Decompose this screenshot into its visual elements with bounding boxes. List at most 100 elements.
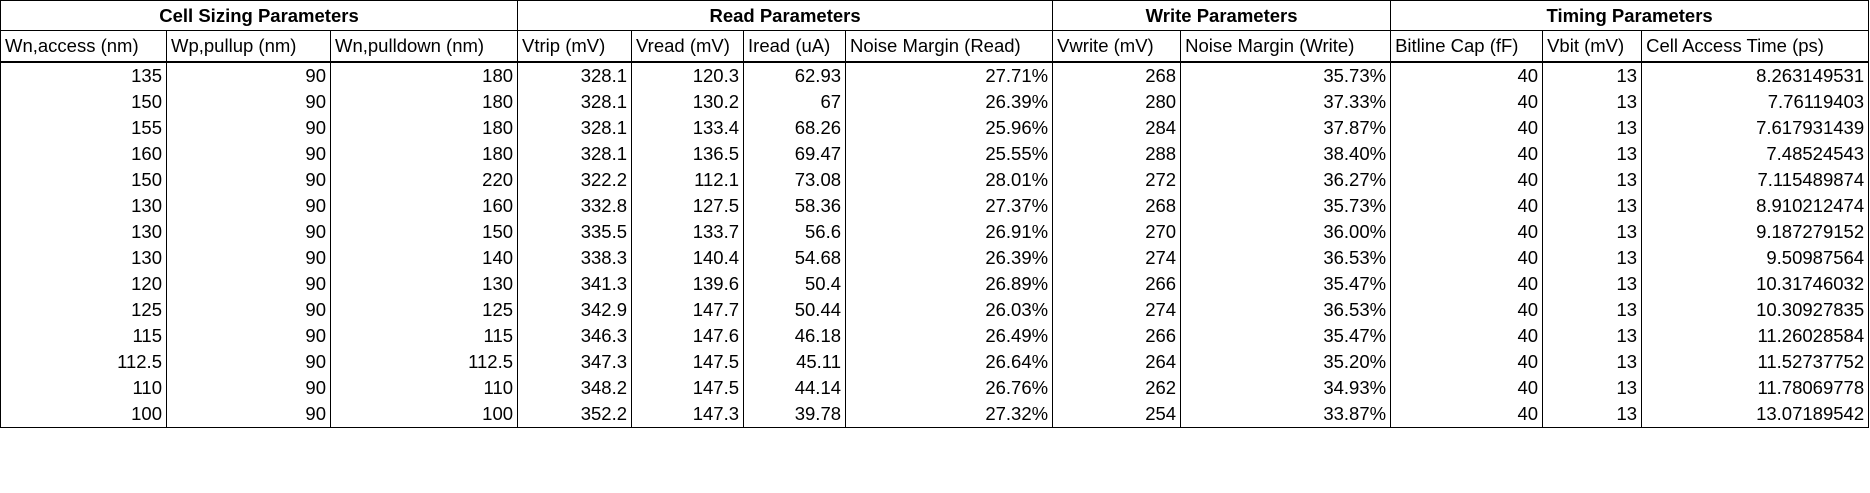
- table-cell: 13: [1542, 193, 1643, 219]
- table-cell: 130.2: [631, 89, 745, 115]
- table-cell: 13: [1542, 167, 1643, 193]
- group-header-row: Cell Sizing Parameters Read Parameters Wri…: [0, 0, 1870, 31]
- table-cell: 13: [1542, 115, 1643, 141]
- table-cell: 335.5: [517, 219, 633, 245]
- table-cell: 26.39%: [845, 245, 1054, 271]
- table-cell: 155: [0, 115, 167, 141]
- table-row: 155 90 180 328.1 133.4 68.26 25.96% 284 37.87% 40…: [0, 115, 1870, 141]
- table-cell: 288: [1052, 141, 1182, 167]
- table-cell: 27.37%: [845, 193, 1054, 219]
- table-cell: 13: [1542, 141, 1643, 167]
- table-cell: 322.2: [517, 167, 633, 193]
- table-cell: 160: [0, 141, 167, 167]
- table-cell: 90: [166, 167, 331, 193]
- column-header: Wn,access (nm): [0, 30, 167, 63]
- table-cell: 50.4: [743, 271, 847, 297]
- table-cell: 342.9: [517, 297, 633, 323]
- table-cell: 7.617931439: [1641, 115, 1870, 141]
- table-cell: 328.1: [517, 141, 633, 167]
- table-cell: 13: [1542, 271, 1643, 297]
- column-header: Vwrite (mV): [1052, 30, 1182, 63]
- table-cell: 40: [1390, 141, 1544, 167]
- table-cell: 150: [329, 219, 519, 245]
- column-header: Vbit (mV): [1542, 30, 1643, 63]
- table-cell: 125: [0, 297, 167, 323]
- table-cell: 112.5: [0, 349, 167, 375]
- table-cell: 40: [1390, 297, 1544, 323]
- table-row: 112.5 90 112.5 347.3 147.5 45.11 26.64% 264 35.2…: [0, 349, 1870, 375]
- table-cell: 274: [1052, 297, 1182, 323]
- table-cell: 136.5: [631, 141, 745, 167]
- table-cell: 220: [329, 167, 519, 193]
- group-header: Cell Sizing Parameters: [0, 0, 519, 31]
- table-cell: 90: [166, 245, 331, 271]
- table-cell: 110: [0, 375, 167, 401]
- sram-parameters-table: Cell Sizing Parameters Read Parameters Wri…: [0, 0, 1870, 428]
- table-row: 130 90 160 332.8 127.5 58.36 27.37% 268 35.73% 40…: [0, 193, 1870, 219]
- table-cell: 35.73%: [1180, 62, 1392, 89]
- table-row: 110 90 110 348.2 147.5 44.14 26.76% 262 34.93% 40…: [0, 375, 1870, 401]
- table-cell: 50.44: [743, 297, 847, 323]
- group-header: Timing Parameters: [1390, 0, 1870, 31]
- table-cell: 27.32%: [845, 401, 1054, 428]
- table-cell: 13: [1542, 375, 1643, 401]
- table-cell: 266: [1052, 271, 1182, 297]
- table-cell: 115: [0, 323, 167, 349]
- table-cell: 26.49%: [845, 323, 1054, 349]
- table-cell: 328.1: [517, 89, 633, 115]
- table-cell: 268: [1052, 193, 1182, 219]
- table-cell: 40: [1390, 219, 1544, 245]
- table-cell: 90: [166, 62, 331, 89]
- table-cell: 347.3: [517, 349, 633, 375]
- table-cell: 180: [329, 115, 519, 141]
- table-cell: 90: [166, 271, 331, 297]
- table-row: 125 90 125 342.9 147.7 50.44 26.03% 274 36.53% 40…: [0, 297, 1870, 323]
- table-cell: 11.52737752: [1641, 349, 1870, 375]
- table-row: 160 90 180 328.1 136.5 69.47 25.55% 288 38.40% 40…: [0, 141, 1870, 167]
- group-header: Read Parameters: [517, 0, 1054, 31]
- table-cell: 147.3: [631, 401, 745, 428]
- table-cell: 13: [1542, 89, 1643, 115]
- table-cell: 46.18: [743, 323, 847, 349]
- table-cell: 254: [1052, 401, 1182, 428]
- table-cell: 13: [1542, 245, 1643, 271]
- table-cell: 332.8: [517, 193, 633, 219]
- column-header: Vread (mV): [631, 30, 745, 63]
- table-cell: 160: [329, 193, 519, 219]
- table-cell: 147.7: [631, 297, 745, 323]
- table-cell: 40: [1390, 245, 1544, 271]
- table-cell: 13: [1542, 323, 1643, 349]
- table-cell: 26.91%: [845, 219, 1054, 245]
- table-cell: 40: [1390, 193, 1544, 219]
- table-cell: 7.115489874: [1641, 167, 1870, 193]
- table-cell: 130: [0, 245, 167, 271]
- table-cell: 13.07189542: [1641, 401, 1870, 428]
- table-cell: 90: [166, 115, 331, 141]
- table-cell: 352.2: [517, 401, 633, 428]
- table-cell: 90: [166, 375, 331, 401]
- table-cell: 26.39%: [845, 89, 1054, 115]
- table-cell: 36.53%: [1180, 245, 1392, 271]
- table-cell: 9.187279152: [1641, 219, 1870, 245]
- table-cell: 45.11: [743, 349, 847, 375]
- table-cell: 284: [1052, 115, 1182, 141]
- table-cell: 26.76%: [845, 375, 1054, 401]
- table-cell: 127.5: [631, 193, 745, 219]
- table-cell: 133.4: [631, 115, 745, 141]
- table-cell: 90: [166, 89, 331, 115]
- table-row: 130 90 150 335.5 133.7 56.6 26.91% 270 36.00% 40 1…: [0, 219, 1870, 245]
- table-cell: 100: [0, 401, 167, 428]
- table-cell: 120: [0, 271, 167, 297]
- table-body: 135 90 180 328.1 120.3 62.93 27.71% 268 35.73% 40…: [0, 62, 1870, 428]
- table-cell: 135: [0, 62, 167, 89]
- table-cell: 133.7: [631, 219, 745, 245]
- table-cell: 338.3: [517, 245, 633, 271]
- table-cell: 40: [1390, 89, 1544, 115]
- table-cell: 40: [1390, 271, 1544, 297]
- table-cell: 36.53%: [1180, 297, 1392, 323]
- table-cell: 26.03%: [845, 297, 1054, 323]
- table-cell: 67: [743, 89, 847, 115]
- table-cell: 139.6: [631, 271, 745, 297]
- column-header: Vtrip (mV): [517, 30, 633, 63]
- table-cell: 26.89%: [845, 271, 1054, 297]
